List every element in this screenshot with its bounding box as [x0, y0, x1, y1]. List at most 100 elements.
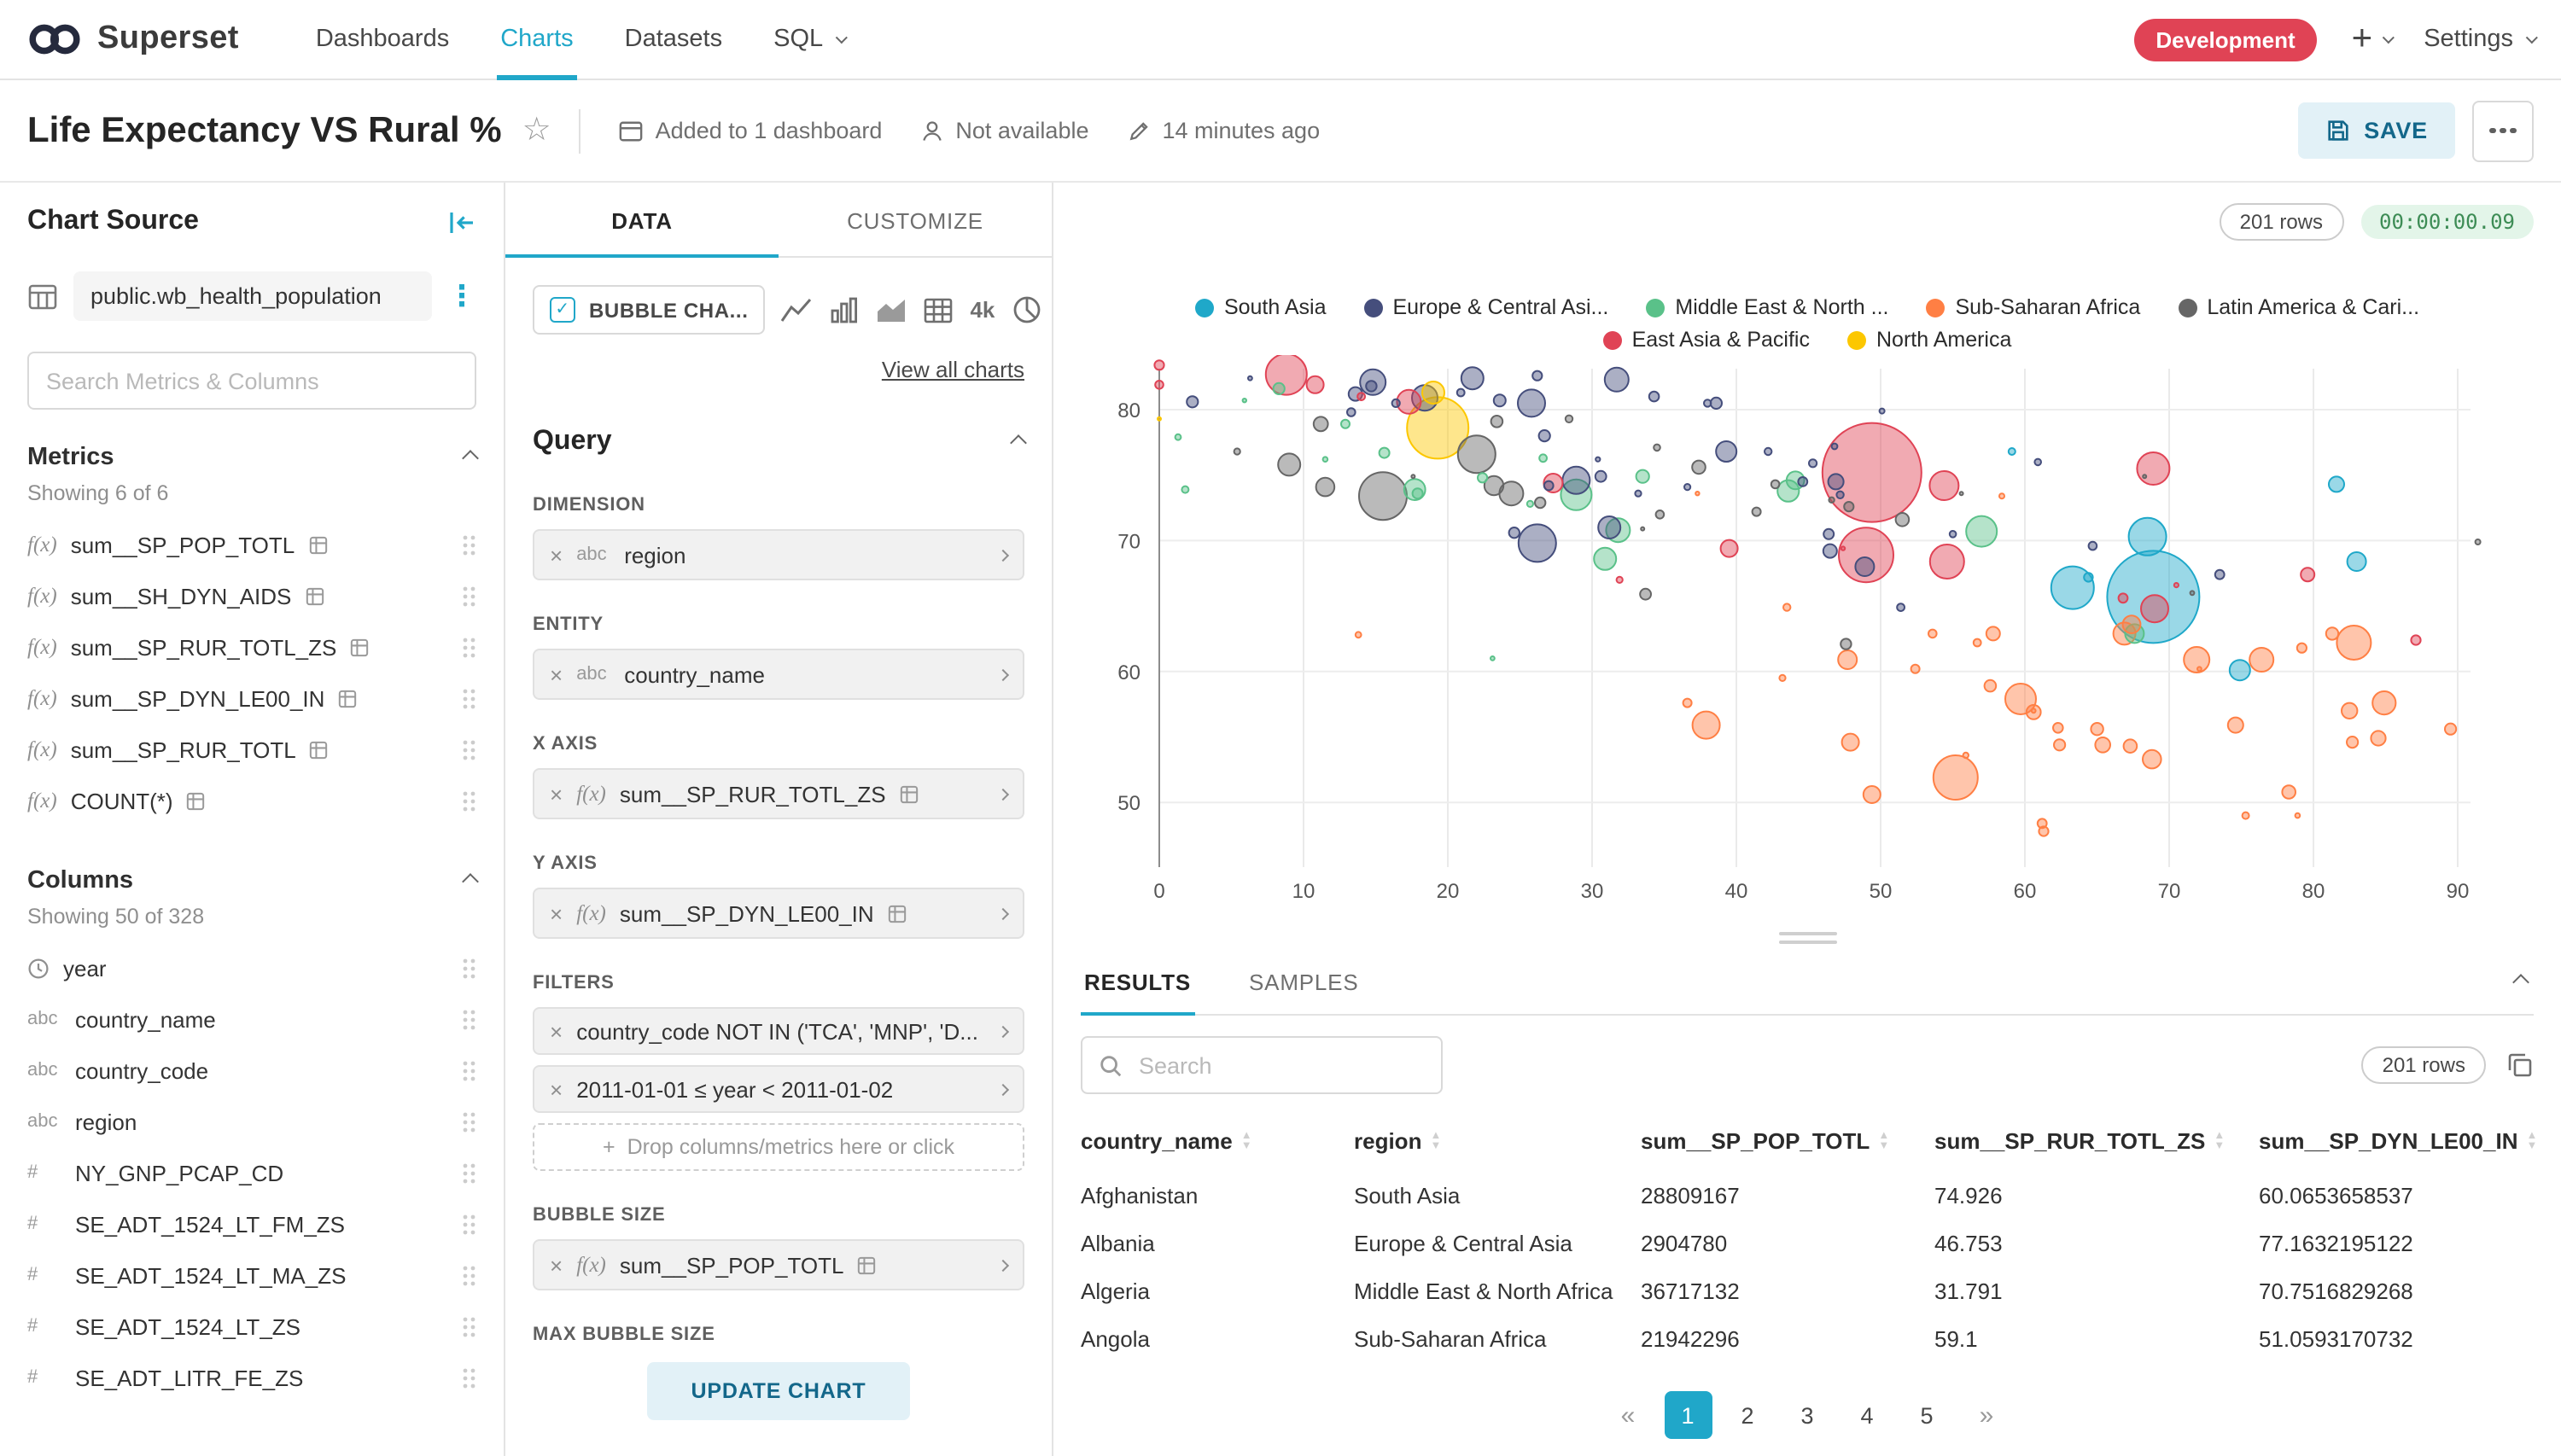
- bubble[interactable]: [1821, 422, 1922, 523]
- table-column-header[interactable]: sum__SP_DYN_LE00_IN ▲ ▼: [2259, 1128, 2537, 1154]
- bubble[interactable]: [2296, 642, 2308, 654]
- bubble[interactable]: [1508, 527, 1520, 539]
- bubble[interactable]: [2294, 812, 2301, 819]
- big-number-icon[interactable]: 4k: [970, 297, 995, 323]
- drag-handle-icon[interactable]: [461, 957, 476, 979]
- bubble[interactable]: [2030, 708, 2037, 714]
- bubble[interactable]: [1315, 476, 1336, 498]
- bubble[interactable]: [1186, 395, 1199, 409]
- bubble[interactable]: [2346, 551, 2367, 572]
- bubble[interactable]: [1823, 527, 1835, 540]
- bubble[interactable]: [1411, 487, 1424, 500]
- collapse-results-icon[interactable]: [2512, 965, 2534, 996]
- metric-item[interactable]: f(x) COUNT(*): [27, 775, 476, 826]
- dataset-options-icon[interactable]: ⋮: [447, 280, 476, 312]
- bubble[interactable]: [2328, 475, 2345, 493]
- bubble[interactable]: [1347, 386, 1363, 402]
- bubble[interactable]: [2371, 690, 2397, 716]
- bubble[interactable]: [1691, 459, 1706, 475]
- bubble[interactable]: [1605, 517, 1631, 544]
- bubble[interactable]: [1154, 380, 1164, 390]
- resize-handle[interactable]: [1778, 932, 1836, 944]
- bubble[interactable]: [1391, 398, 1401, 409]
- bubble[interactable]: [1594, 469, 1607, 483]
- bubble[interactable]: [1778, 673, 1787, 682]
- bubble[interactable]: [1932, 754, 1979, 801]
- bubble[interactable]: [1356, 392, 1367, 401]
- chevron-right-icon[interactable]: [996, 1082, 1010, 1096]
- dimension-control[interactable]: × abc region: [533, 529, 1024, 580]
- sort-icons[interactable]: ▲ ▼: [1430, 1130, 1442, 1151]
- bubble[interactable]: [1639, 587, 1652, 601]
- tab-results[interactable]: RESULTS: [1081, 947, 1194, 1016]
- bubble[interactable]: [1354, 631, 1362, 639]
- bubble[interactable]: [1715, 440, 1738, 463]
- bubble[interactable]: [2410, 634, 2422, 646]
- drag-handle-icon[interactable]: [461, 1366, 476, 1389]
- collapse-panel-icon[interactable]: [447, 209, 476, 235]
- bubble[interactable]: [1985, 626, 2001, 642]
- viz-type-button[interactable]: ✓ BUBBLE CHA...: [533, 285, 766, 335]
- view-all-charts-link[interactable]: View all charts: [881, 357, 1024, 382]
- tab-samples[interactable]: SAMPLES: [1249, 970, 1359, 995]
- metric-item[interactable]: f(x) sum__SP_DYN_LE00_IN: [27, 673, 476, 724]
- bubble[interactable]: [2052, 722, 2064, 734]
- metric-item[interactable]: f(x) sum__SP_POP_TOTL: [27, 519, 476, 570]
- bubble[interactable]: [1534, 496, 1547, 510]
- bubble[interactable]: [1841, 732, 1860, 752]
- bubble[interactable]: [1593, 546, 1618, 571]
- bubble[interactable]: [1543, 480, 1555, 492]
- bubble[interactable]: [1460, 366, 1485, 391]
- add-new-button[interactable]: +: [2352, 19, 2395, 60]
- bubble[interactable]: [2214, 568, 2226, 580]
- bubble[interactable]: [1456, 387, 1466, 398]
- legend-item[interactable]: East Asia & Pacific: [1602, 328, 1810, 352]
- sort-icons[interactable]: ▲ ▼: [2214, 1130, 2226, 1151]
- bubble[interactable]: [1928, 470, 1960, 501]
- availability-status[interactable]: Not available: [919, 118, 1088, 143]
- table-column-header[interactable]: country_name ▲ ▼: [1081, 1128, 1354, 1154]
- bubble[interactable]: [1653, 443, 1661, 452]
- legend-item[interactable]: Sub-Saharan Africa: [1926, 295, 2140, 319]
- bubble[interactable]: [1962, 751, 1970, 760]
- bubble[interactable]: [1410, 474, 1416, 480]
- bubble[interactable]: [1634, 489, 1642, 498]
- bubble[interactable]: [2106, 550, 2201, 644]
- chevron-right-icon[interactable]: [996, 1024, 1010, 1038]
- bubble[interactable]: [1770, 479, 1781, 490]
- bubble[interactable]: [1490, 655, 1496, 661]
- bubble[interactable]: [1517, 523, 1557, 563]
- bubble[interactable]: [1948, 530, 1957, 539]
- bubble[interactable]: [1358, 471, 1408, 521]
- metric-item[interactable]: f(x) sum__SP_RUR_TOTL: [27, 724, 476, 775]
- column-item[interactable]: # NY_GNP_PCAP_CD: [27, 1147, 476, 1198]
- bubble[interactable]: [1421, 381, 1445, 405]
- filter-item-year[interactable]: × 2011-01-01 ≤ year < 2011-01-02: [533, 1065, 1024, 1113]
- line-chart-icon[interactable]: [780, 296, 813, 323]
- chevron-right-icon[interactable]: [996, 787, 1010, 801]
- dataset-name[interactable]: public.wb_health_population: [73, 271, 432, 321]
- bubble[interactable]: [2370, 730, 2387, 747]
- sort-icons[interactable]: ▲ ▼: [2526, 1130, 2538, 1151]
- column-item[interactable]: abc region: [27, 1096, 476, 1147]
- bubble[interactable]: [1843, 501, 1855, 513]
- bubble[interactable]: [1492, 393, 1507, 408]
- legend-item[interactable]: South Asia: [1194, 295, 1326, 319]
- bubble[interactable]: [2033, 457, 2042, 467]
- bubble[interactable]: [1894, 512, 1911, 527]
- bubble[interactable]: [1910, 663, 1921, 674]
- save-button[interactable]: SAVE: [2297, 102, 2455, 159]
- x-axis-control[interactable]: × f(x) sum__SP_RUR_TOTL_ZS: [533, 768, 1024, 819]
- bubble[interactable]: [1537, 429, 1551, 443]
- chevron-right-icon[interactable]: [996, 548, 1010, 562]
- bubble[interactable]: [1340, 418, 1351, 429]
- bubble[interactable]: [2341, 702, 2359, 719]
- bubble[interactable]: [1561, 465, 1591, 495]
- bubble[interactable]: [1174, 433, 1182, 441]
- bubble[interactable]: [1654, 510, 1666, 520]
- bubble[interactable]: [2094, 737, 2111, 754]
- sort-icons[interactable]: ▲ ▼: [1240, 1130, 1252, 1151]
- bubble[interactable]: [1928, 544, 1965, 579]
- nav-item-sql[interactable]: SQL: [748, 0, 869, 79]
- bubble[interactable]: [1878, 407, 1886, 415]
